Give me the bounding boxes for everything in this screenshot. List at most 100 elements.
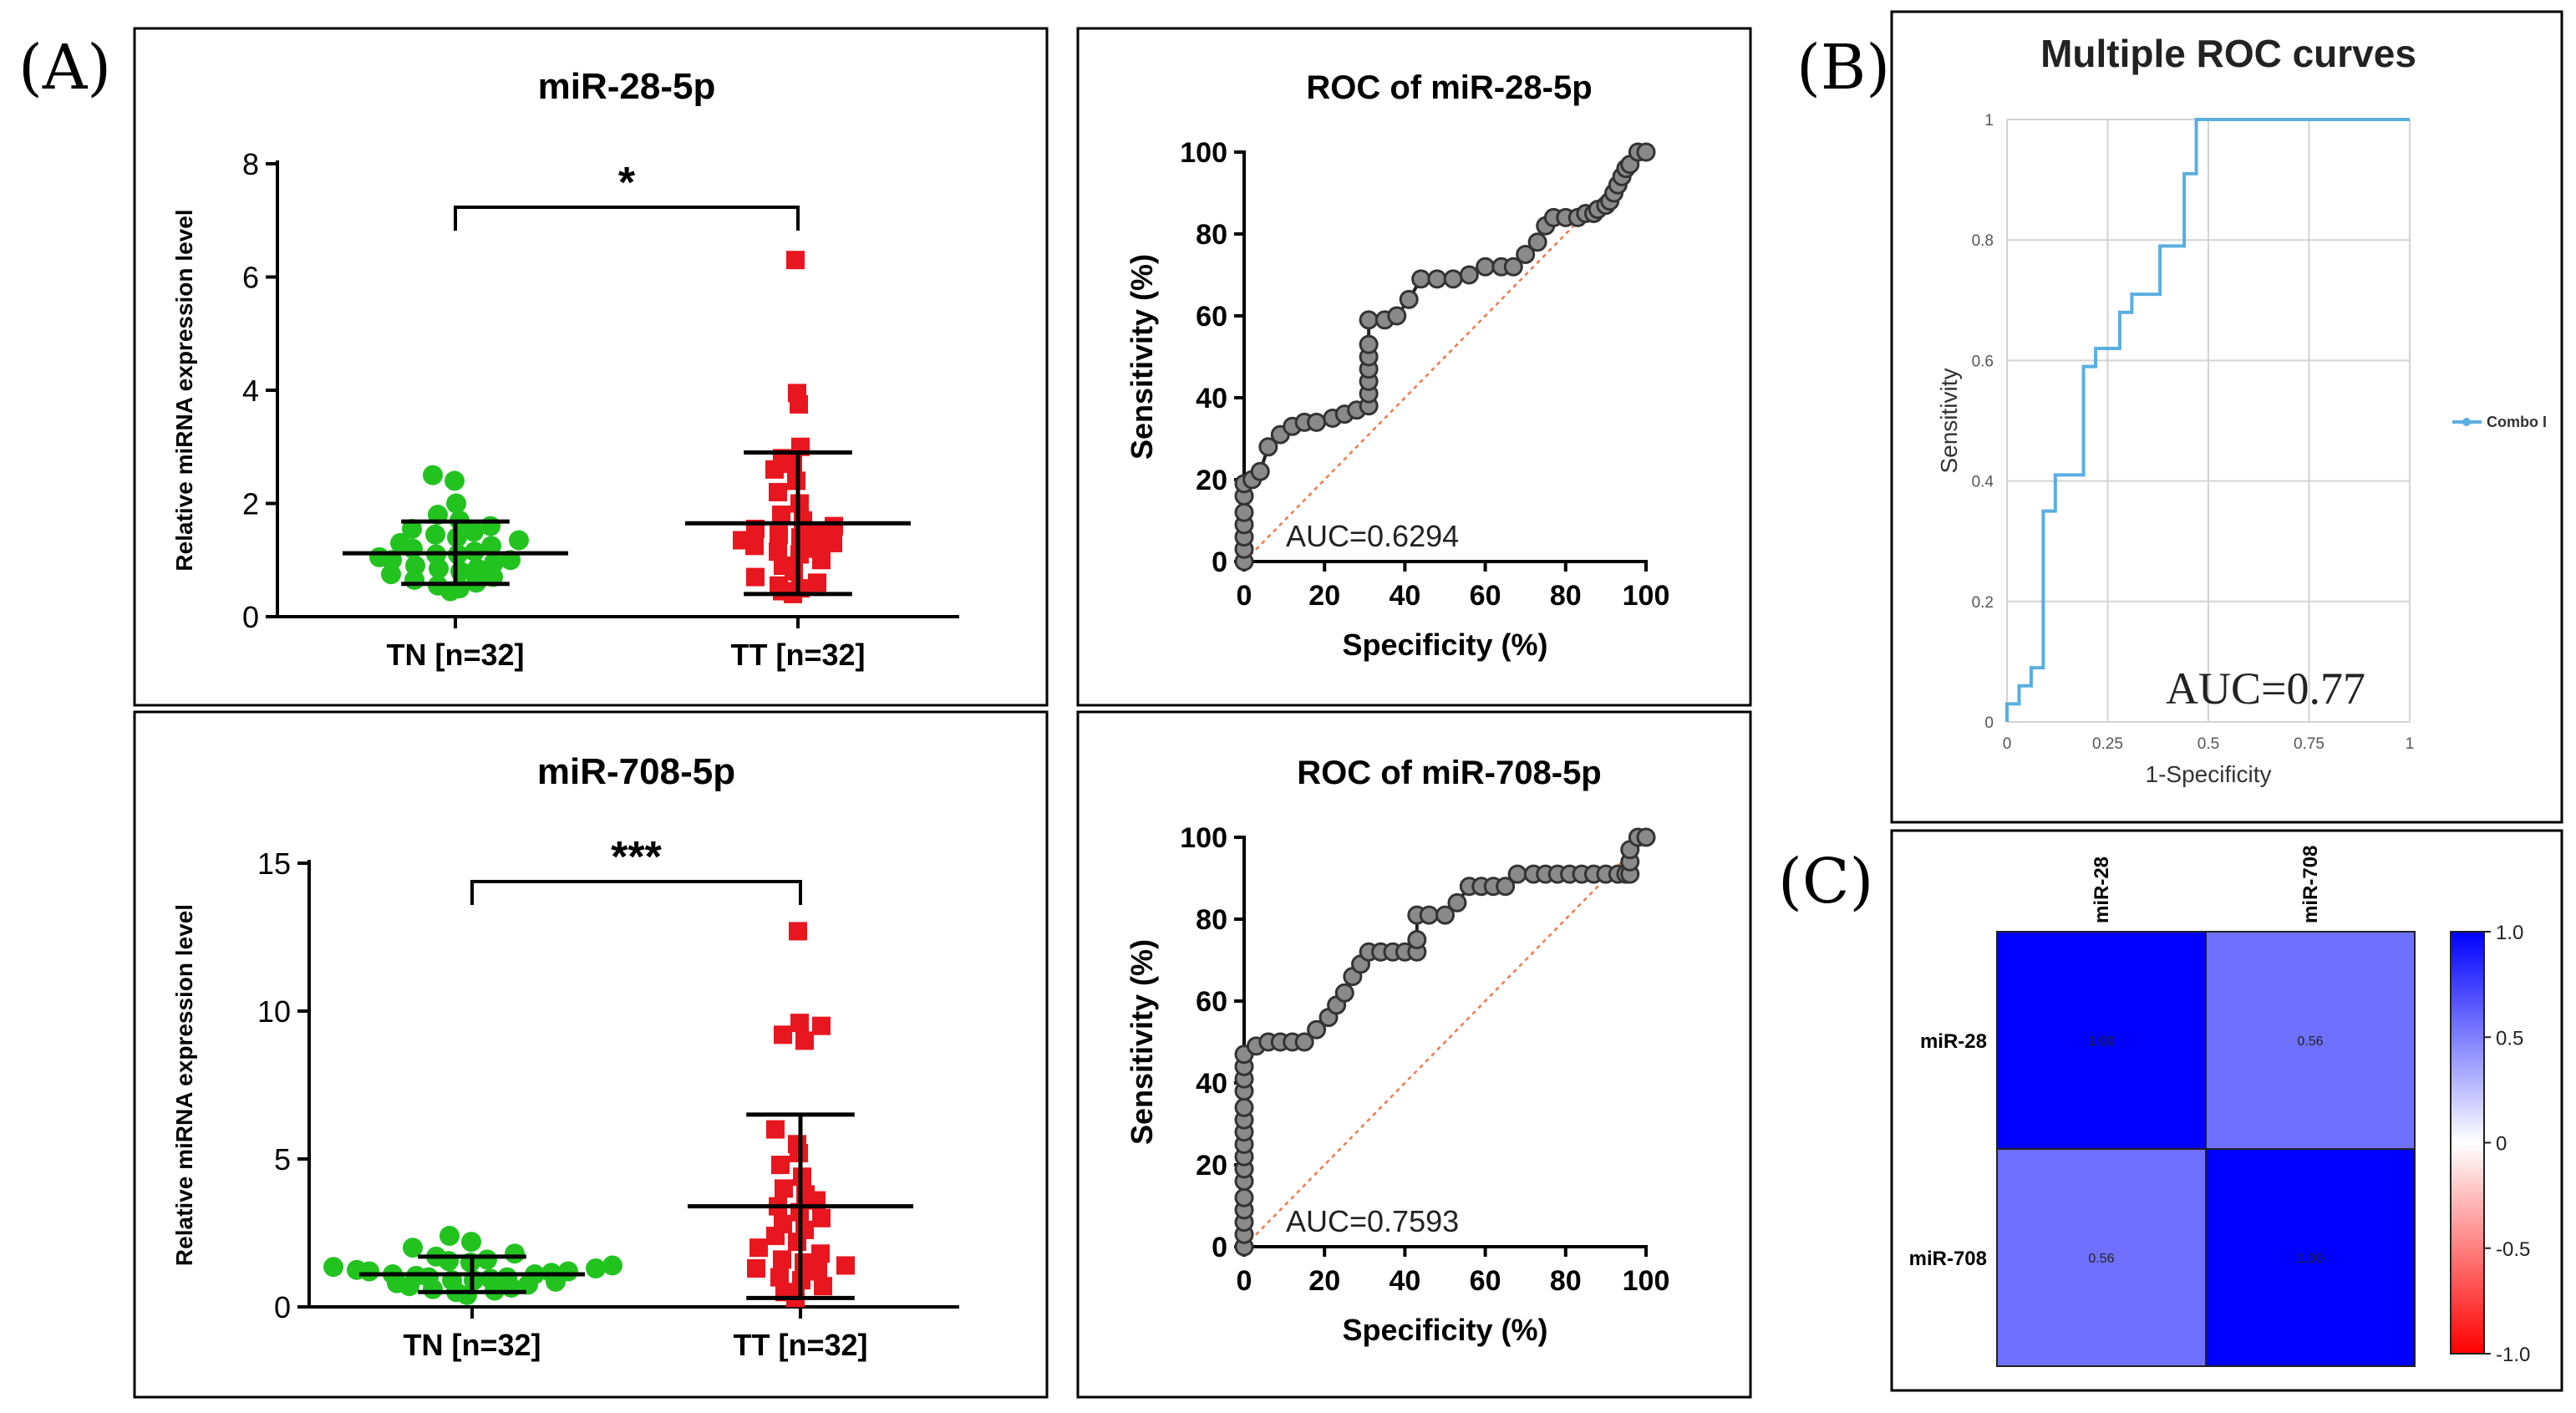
panel-label-a: (A) xyxy=(18,32,111,104)
data-point-tn xyxy=(425,524,445,545)
data-point-tn xyxy=(402,518,422,539)
x-tick-label: 20 xyxy=(1308,580,1340,612)
data-point-tt xyxy=(814,1277,832,1296)
roc-point xyxy=(1294,1032,1314,1052)
col-label: miR-28 xyxy=(2091,856,2113,923)
data-point-tt xyxy=(773,1250,791,1269)
data-point-tt xyxy=(808,573,826,592)
x-tick-label: TN [n=32] xyxy=(386,638,524,672)
y-tick-label: 100 xyxy=(1180,137,1227,169)
x-tick-label: 80 xyxy=(1550,1265,1582,1297)
roc-point xyxy=(1419,905,1439,925)
y-tick-label: 0.8 xyxy=(1972,232,1994,250)
data-point-tt xyxy=(774,1214,792,1233)
y-tick-label: 6 xyxy=(242,261,259,295)
roc-point xyxy=(1250,461,1270,481)
data-point-tt xyxy=(788,384,806,403)
y-axis-label: Sensitivity (%) xyxy=(1125,939,1159,1145)
data-point-tt xyxy=(836,1256,855,1275)
data-point-tn xyxy=(439,1226,460,1247)
x-tick-label: TT [n=32] xyxy=(730,638,865,672)
data-point-tt xyxy=(825,516,843,536)
y-tick-label: 0 xyxy=(1212,1232,1227,1263)
heatmap-cell-label: 0.56 xyxy=(2088,1252,2114,1266)
data-point-tt xyxy=(812,1208,831,1227)
data-point-tt xyxy=(786,251,805,270)
frame-scatter-mir28 xyxy=(133,27,1049,707)
data-point-tt xyxy=(772,506,790,525)
heatmap-cell-label: 1.00 xyxy=(2297,1252,2323,1266)
x-tick-label: TN [n=32] xyxy=(403,1328,541,1362)
data-point-tn xyxy=(323,1257,343,1278)
roc-point xyxy=(1496,877,1516,897)
y-tick-label: 20 xyxy=(1196,1150,1227,1182)
heatmap-cell-label: 0.56 xyxy=(2297,1034,2323,1049)
data-point-tn xyxy=(509,530,529,551)
roc-point xyxy=(1387,306,1407,326)
y-tick-label: 1 xyxy=(1984,112,1994,130)
data-point-tt xyxy=(771,1156,790,1175)
data-point-tt xyxy=(774,1025,792,1045)
data-point-tn xyxy=(445,470,465,491)
data-point-tn xyxy=(505,1243,525,1264)
roc-point xyxy=(1258,437,1278,457)
roc-point xyxy=(1503,257,1523,277)
roc-point xyxy=(1359,310,1379,330)
x-tick-label: TT [n=32] xyxy=(733,1328,867,1362)
data-point-tn xyxy=(602,1255,622,1276)
data-point-tt xyxy=(807,539,826,558)
scatter-chart-mir28: miR-28-5p Relative miRNA expression level… xyxy=(171,66,959,672)
data-point-tn xyxy=(464,521,484,542)
legend-marker xyxy=(2462,418,2471,426)
data-point-tt xyxy=(795,1031,814,1050)
data-point-tt xyxy=(789,922,807,941)
roc-point xyxy=(1435,905,1455,925)
y-tick-label: 0 xyxy=(1212,546,1227,578)
data-point-tt xyxy=(788,1135,806,1154)
heatmap-cell xyxy=(2205,1148,2416,1367)
data-point-tn xyxy=(390,532,410,553)
x-axis-label: Specificity (%) xyxy=(1342,1313,1547,1347)
data-point-tt xyxy=(769,542,787,562)
significance-marker: *** xyxy=(611,833,662,882)
roc-point xyxy=(1636,827,1656,847)
data-point-tn xyxy=(497,1267,517,1288)
data-point-tn xyxy=(405,556,425,577)
data-point-tn xyxy=(446,493,466,514)
chart-title: ROC of miR-708-5p xyxy=(1297,755,1602,791)
data-point-tn xyxy=(423,465,443,485)
y-tick-label: 0 xyxy=(1984,714,1994,732)
reference-diagonal xyxy=(1243,836,1647,1248)
x-tick-label: 40 xyxy=(1389,580,1420,612)
data-point-tt xyxy=(808,522,826,541)
x-tick-label: 0 xyxy=(1237,580,1252,612)
y-tick-label: 80 xyxy=(1196,904,1227,936)
colorbar-tick-label: 0.5 xyxy=(2496,1027,2523,1050)
data-point-tt xyxy=(774,557,792,576)
roc-point xyxy=(1411,269,1431,289)
data-point-tn xyxy=(484,552,504,573)
chart-title: miR-708-5p xyxy=(537,751,735,792)
x-tick-label: 0 xyxy=(1237,1265,1252,1297)
data-point-tn xyxy=(347,1259,367,1280)
roc-point xyxy=(1307,412,1327,432)
x-axis-label: 1-Specificity xyxy=(2146,761,2272,787)
y-tick-label: 2 xyxy=(242,487,259,521)
significance-bracket xyxy=(454,206,800,231)
roc-point xyxy=(1407,930,1427,949)
data-point-tt xyxy=(791,528,810,547)
x-tick-label: 100 xyxy=(1623,580,1670,612)
x-tick-label: 20 xyxy=(1308,1265,1340,1297)
legend-label: Combo I xyxy=(2487,414,2547,430)
roc-point xyxy=(1516,245,1536,264)
roc-point xyxy=(1234,1097,1254,1117)
row-label: miR-708 xyxy=(1909,1248,1987,1270)
x-tick-label: 1 xyxy=(2406,735,2415,753)
colorbar-tick-label: -1.0 xyxy=(2496,1344,2530,1366)
x-tick-label: 100 xyxy=(1623,1265,1670,1297)
frame-heatmap xyxy=(1890,829,2563,1392)
data-point-tt xyxy=(769,482,787,501)
y-tick-label: 40 xyxy=(1196,383,1227,414)
data-point-tn xyxy=(480,516,500,536)
chart-title: Multiple ROC curves xyxy=(2040,32,2416,75)
